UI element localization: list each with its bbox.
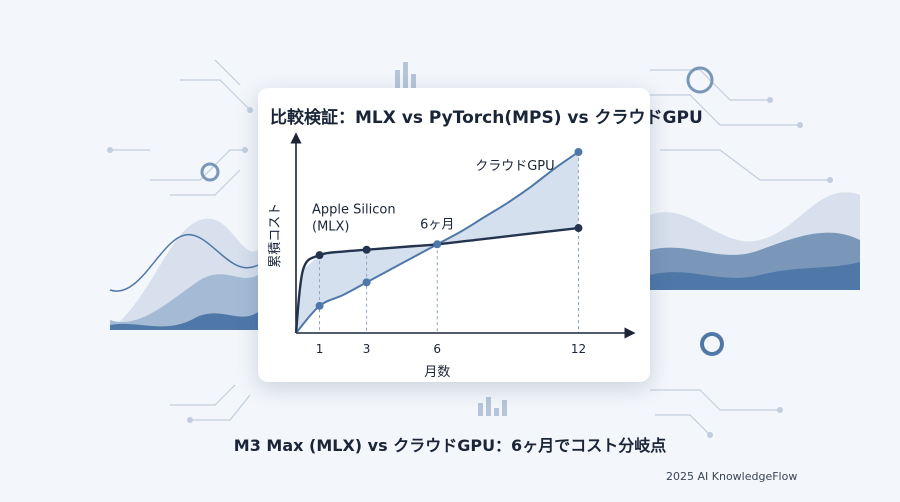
line-chart: 1 3 6 12 月数 累積コスト クラウドGPU Apple Silicon (MLX… <box>268 132 636 380</box>
series-label-apple-silicon-mlx: Apple Silicon (MLX) <box>312 203 396 235</box>
marker-mlx-x-3 <box>362 245 371 254</box>
x-tick-12: 12 <box>571 342 586 356</box>
chart-title: 比較検証：MLX vs PyTorch(MPS) vs クラウドGPU <box>270 108 703 128</box>
marker-mlx-x-1 <box>315 251 324 260</box>
series-label-cloud-gpu: クラウドGPU <box>475 159 554 174</box>
guide-lines <box>319 152 579 333</box>
x-tick-labels: 1 3 6 12 <box>316 342 586 356</box>
x-axis-label: 月数 <box>424 365 450 380</box>
series-label-mlx-line-1: (MLX) <box>312 220 350 235</box>
x-tick-1: 1 <box>316 342 324 356</box>
data-markers <box>315 148 583 310</box>
series-line-apple-silicon-mlx <box>294 226 579 334</box>
x-tick-3: 3 <box>363 342 371 356</box>
crossover-annotation: 6ヶ月 <box>420 217 454 232</box>
marker-cloud-x-12 <box>574 148 583 156</box>
credit-text: 2025 AI KnowledgeFlow <box>666 470 798 483</box>
marker-cloud-x-3 <box>362 278 371 287</box>
marker-crossover <box>433 240 442 249</box>
caption: M3 Max (MLX) vs クラウドGPU：6ヶ月でコスト分岐点 <box>233 436 667 455</box>
marker-cloud-x-1 <box>315 301 324 310</box>
y-axis-label: 累積コスト <box>268 203 283 268</box>
series-label-mlx-line-0: Apple Silicon <box>312 203 396 218</box>
marker-mlx-x-12 <box>574 224 583 233</box>
x-tick-6: 6 <box>433 342 441 356</box>
